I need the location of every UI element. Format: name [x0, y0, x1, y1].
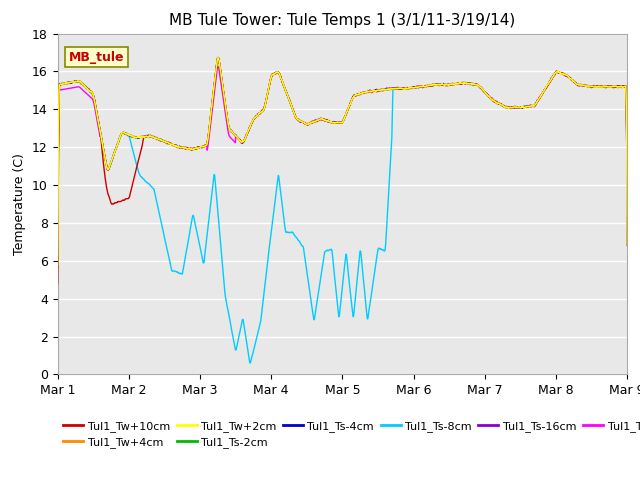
Title: MB Tule Tower: Tule Temps 1 (3/1/11-3/19/14): MB Tule Tower: Tule Temps 1 (3/1/11-3/19…	[169, 13, 516, 28]
Legend: Tul1_Tw+10cm, Tul1_Tw+4cm, Tul1_Tw+2cm, Tul1_Ts-2cm, Tul1_Ts-4cm, Tul1_Ts-8cm, T: Tul1_Tw+10cm, Tul1_Tw+4cm, Tul1_Tw+2cm, …	[63, 421, 640, 448]
Text: MB_tule: MB_tule	[69, 51, 125, 64]
Y-axis label: Temperature (C): Temperature (C)	[13, 153, 26, 255]
